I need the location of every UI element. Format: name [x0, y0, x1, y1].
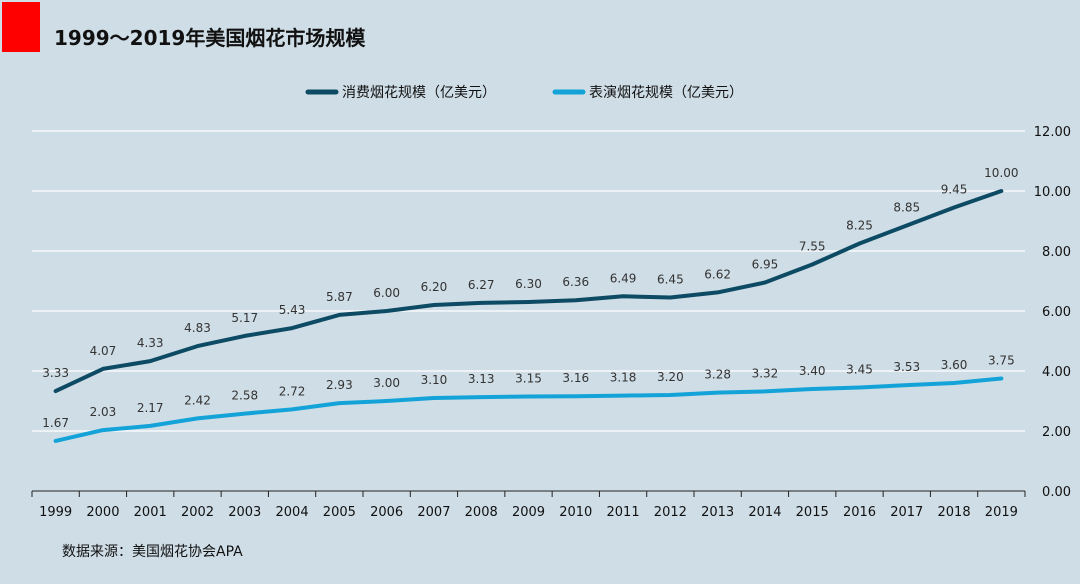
x-tick-label: 2011 — [607, 505, 640, 520]
y-tick-label: 12.00 — [1034, 125, 1071, 140]
data-label: 2.58 — [231, 389, 258, 403]
data-label: 2.72 — [279, 384, 306, 398]
data-label: 6.49 — [610, 271, 637, 285]
data-label: 3.33 — [42, 366, 69, 380]
data-label: 3.32 — [752, 366, 779, 380]
data-label: 5.87 — [326, 290, 353, 304]
x-tick-label: 2012 — [654, 505, 687, 520]
data-label: 4.07 — [90, 344, 117, 358]
data-label: 6.00 — [373, 286, 400, 300]
y-tick-label: 2.00 — [1042, 425, 1071, 440]
legend-label: 消费烟花规模（亿美元） — [342, 85, 496, 101]
data-label: 3.16 — [562, 371, 589, 385]
data-label: 2.03 — [90, 405, 117, 419]
y-tick-label: 10.00 — [1034, 185, 1071, 200]
data-label: 5.43 — [279, 303, 306, 317]
series-line-consumer — [53, 189, 1004, 394]
y-tick-label: 4.00 — [1042, 365, 1071, 380]
x-tick-label: 2005 — [323, 505, 356, 520]
data-label: 1.67 — [42, 416, 69, 430]
x-tick-label: 2017 — [890, 505, 923, 520]
data-label: 9.45 — [941, 183, 968, 197]
x-tick-label: 2004 — [276, 505, 309, 520]
x-tick-label: 2019 — [985, 505, 1018, 520]
data-label: 6.95 — [752, 258, 779, 272]
data-source-note: 数据来源：美国烟花协会APA — [62, 544, 243, 560]
x-tick-label: 2010 — [559, 505, 592, 520]
y-tick-label: 0.00 — [1042, 485, 1071, 500]
chart-title: 1999～2019年美国烟花市场规模 — [54, 26, 366, 50]
data-label: 3.45 — [846, 363, 873, 377]
data-label: 10.00 — [984, 166, 1018, 180]
x-tick-label: 2015 — [796, 505, 829, 520]
x-tick-label: 2003 — [228, 505, 261, 520]
x-tick-label: 2016 — [843, 505, 876, 520]
data-label: 8.85 — [893, 201, 920, 215]
data-label: 3.60 — [941, 358, 968, 372]
y-tick-label: 8.00 — [1042, 245, 1071, 260]
data-label: 4.33 — [137, 336, 164, 350]
data-label: 5.17 — [231, 311, 258, 325]
x-tick-label: 2009 — [512, 505, 545, 520]
data-label: 3.40 — [799, 364, 826, 378]
series-line-display — [53, 376, 1004, 443]
x-tick-label: 2001 — [134, 505, 167, 520]
data-label: 6.27 — [468, 278, 495, 292]
x-tick-label: 1999 — [39, 505, 72, 520]
data-label: 4.83 — [184, 321, 211, 335]
red-accent-block — [2, 2, 40, 52]
data-label: 3.10 — [421, 373, 448, 387]
data-label: 3.18 — [610, 371, 637, 385]
data-label: 3.00 — [373, 376, 400, 390]
data-label: 2.93 — [326, 378, 353, 392]
data-label: 8.25 — [846, 219, 873, 233]
data-label: 3.20 — [657, 370, 684, 384]
x-tick-label: 2006 — [370, 505, 403, 520]
x-tick-label: 2013 — [701, 505, 734, 520]
x-tick-label: 2008 — [465, 505, 498, 520]
y-tick-label: 6.00 — [1042, 305, 1071, 320]
data-label: 2.17 — [137, 401, 164, 415]
data-label: 6.20 — [421, 280, 448, 294]
data-label: 3.28 — [704, 368, 731, 382]
data-label: 6.62 — [704, 267, 731, 281]
data-label: 2.42 — [184, 393, 211, 407]
data-label: 7.55 — [799, 240, 826, 254]
x-tick-label: 2018 — [938, 505, 971, 520]
data-label: 6.36 — [562, 275, 589, 289]
data-label: 3.15 — [515, 372, 542, 386]
data-label: 3.13 — [468, 372, 495, 386]
data-label: 3.53 — [893, 360, 920, 374]
x-tick-label: 2014 — [748, 505, 781, 520]
data-label: 6.45 — [657, 273, 684, 287]
data-label: 6.30 — [515, 277, 542, 291]
x-tick-label: 2007 — [417, 505, 450, 520]
x-tick-label: 2000 — [86, 505, 119, 520]
data-label: 3.75 — [988, 354, 1015, 368]
legend-label: 表演烟花规模（亿美元） — [589, 85, 743, 101]
x-tick-label: 2002 — [181, 505, 214, 520]
